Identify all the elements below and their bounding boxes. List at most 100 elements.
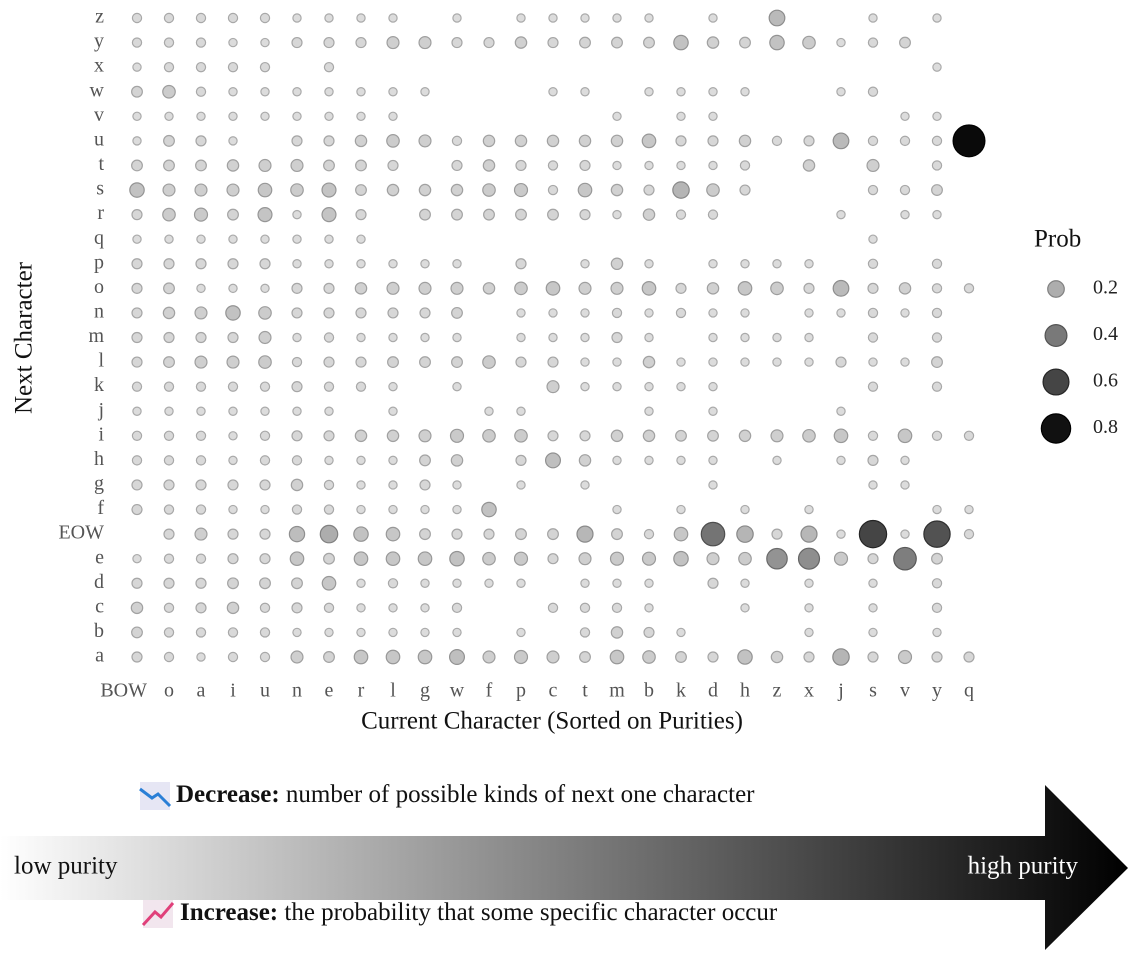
bubble bbox=[420, 578, 430, 588]
bubble bbox=[643, 36, 655, 49]
bubble bbox=[580, 332, 590, 343]
bubble bbox=[131, 430, 143, 442]
bubble bbox=[897, 649, 913, 665]
bubble bbox=[388, 504, 398, 515]
bubble bbox=[644, 455, 654, 466]
bubble bbox=[291, 430, 303, 442]
legend-label: 0.4 bbox=[1093, 323, 1118, 345]
bubble bbox=[612, 13, 622, 23]
bubble bbox=[641, 281, 657, 296]
bubble bbox=[612, 455, 622, 466]
bubble bbox=[482, 551, 496, 566]
bubble bbox=[708, 87, 718, 97]
bubble bbox=[611, 602, 623, 614]
bubble bbox=[193, 207, 209, 222]
bubble bbox=[291, 282, 303, 294]
x-tick-label: t bbox=[582, 680, 588, 702]
bubble bbox=[162, 183, 176, 197]
bubble bbox=[132, 553, 142, 564]
bubble bbox=[195, 331, 207, 344]
bubble bbox=[579, 627, 591, 638]
bubble bbox=[547, 208, 559, 221]
bubble bbox=[931, 602, 943, 614]
legend-label: 0.2 bbox=[1093, 277, 1118, 299]
bubble bbox=[548, 308, 558, 318]
bubble bbox=[227, 553, 239, 565]
bubble bbox=[578, 134, 592, 148]
y-tick-label: g bbox=[94, 473, 104, 495]
bubble bbox=[162, 306, 176, 320]
bubble bbox=[547, 430, 559, 442]
bubble bbox=[323, 651, 335, 663]
x-tick-label: l bbox=[390, 680, 396, 702]
bubble bbox=[131, 307, 143, 319]
bubble bbox=[708, 406, 718, 416]
bubble bbox=[483, 36, 495, 49]
bubble bbox=[708, 332, 718, 343]
bubble bbox=[833, 551, 849, 566]
bubble bbox=[163, 331, 175, 344]
bubble bbox=[260, 37, 270, 48]
bubble bbox=[163, 627, 175, 638]
bubble bbox=[515, 356, 527, 368]
bubble bbox=[546, 650, 560, 664]
bubble bbox=[132, 406, 142, 416]
bubble bbox=[452, 259, 462, 269]
bubble bbox=[388, 480, 398, 490]
x-tick-label: o bbox=[164, 680, 174, 702]
bubble bbox=[802, 35, 816, 50]
bubble bbox=[292, 259, 302, 269]
bubble bbox=[354, 429, 368, 443]
bubble bbox=[740, 357, 750, 367]
bubble bbox=[676, 381, 686, 392]
bubble bbox=[388, 406, 398, 416]
bubble bbox=[388, 455, 398, 466]
bubble bbox=[258, 330, 272, 345]
bubble bbox=[514, 428, 528, 443]
increase-bold: Increase: bbox=[180, 899, 278, 926]
bubble bbox=[195, 455, 207, 466]
bubble bbox=[227, 528, 239, 540]
bubble bbox=[163, 528, 175, 540]
bubble bbox=[547, 36, 559, 49]
bubble bbox=[132, 234, 142, 244]
y-tick-label: o bbox=[94, 276, 104, 298]
bubble bbox=[576, 525, 594, 543]
bubble bbox=[354, 134, 368, 148]
bubble bbox=[131, 503, 143, 516]
bubble bbox=[130, 601, 144, 615]
bubble bbox=[131, 12, 143, 24]
bubble bbox=[900, 357, 910, 367]
bubble bbox=[963, 528, 975, 540]
x-tick-label: u bbox=[260, 680, 270, 702]
bubble bbox=[163, 61, 175, 73]
bubble bbox=[804, 603, 814, 613]
bubble bbox=[163, 651, 175, 663]
bubble bbox=[579, 159, 591, 172]
bubble bbox=[196, 234, 206, 244]
bubble bbox=[260, 504, 270, 515]
bubble bbox=[132, 62, 142, 72]
bubble bbox=[515, 258, 527, 270]
bubble bbox=[931, 258, 943, 269]
bubble bbox=[194, 355, 208, 369]
bubble bbox=[195, 553, 207, 564]
bubble bbox=[452, 381, 462, 392]
x-tick-label: b bbox=[644, 680, 654, 702]
bubble bbox=[547, 160, 559, 171]
bubble bbox=[706, 36, 720, 49]
bubble bbox=[356, 332, 366, 343]
bubble bbox=[964, 504, 974, 515]
bubble bbox=[227, 258, 239, 270]
bubble bbox=[258, 158, 272, 173]
y-tick-label: h bbox=[94, 448, 104, 470]
x-tick-label: p bbox=[516, 680, 526, 702]
bubble bbox=[931, 283, 943, 294]
x-tick-label: s bbox=[869, 680, 877, 702]
bubble bbox=[513, 649, 529, 665]
bubble bbox=[868, 234, 878, 244]
bubble bbox=[291, 307, 303, 319]
bubble bbox=[196, 111, 206, 122]
bubble bbox=[290, 650, 304, 664]
bubble bbox=[923, 520, 951, 548]
